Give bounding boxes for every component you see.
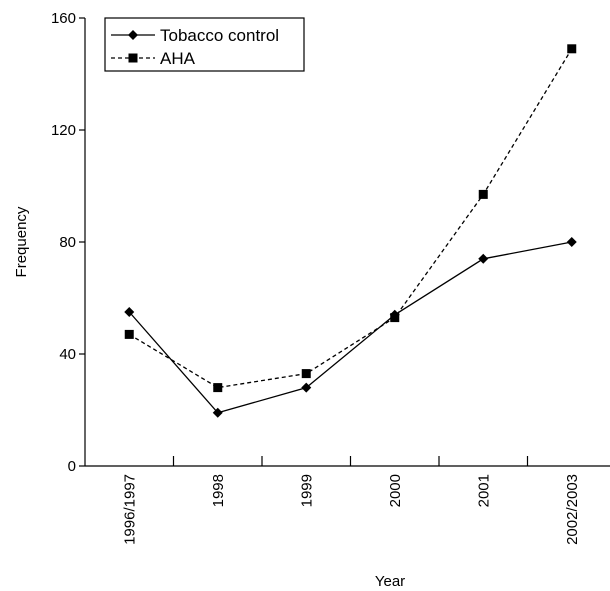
y-tick-label: 0 — [68, 458, 76, 475]
series-layer — [124, 44, 577, 418]
x-tick-label: 1999 — [298, 474, 315, 507]
data-point-tobacco-control — [212, 407, 223, 418]
x-ticks: 1996/1997 1998 1999 2000 2001 2002/2003 — [121, 456, 581, 545]
x-tick-label: 2002/2003 — [564, 474, 581, 545]
data-point-tobacco-control — [301, 382, 312, 393]
legend-entry-aha: AHA — [111, 49, 196, 68]
data-point-aha — [124, 329, 134, 339]
legend-label-tobacco-control: Tobacco control — [160, 26, 279, 45]
x-tick-label: 2000 — [387, 474, 404, 507]
data-point-aha — [390, 313, 400, 323]
x-tick-label: 1996/1997 — [121, 474, 138, 545]
y-tick-label: 40 — [59, 346, 76, 363]
data-point-aha — [567, 44, 577, 54]
x-axis-title: Year — [375, 573, 405, 590]
y-tick-label: 120 — [51, 122, 76, 139]
y-tick-label: 160 — [51, 10, 76, 27]
data-point-aha — [301, 369, 311, 379]
series-line-aha — [128, 48, 573, 389]
data-point-tobacco-control — [124, 307, 135, 317]
data-point-aha — [478, 189, 488, 199]
y-axis-title: Frequency — [13, 206, 30, 277]
data-point-tobacco-control — [566, 237, 577, 247]
legend-label-aha: AHA — [160, 49, 196, 68]
legend: Tobacco control AHA — [104, 17, 305, 72]
data-point-tobacco-control — [478, 253, 489, 264]
legend-box — [104, 17, 305, 72]
legend-marker-diamond — [128, 30, 138, 40]
axes — [84, 18, 610, 467]
legend-entry-tobacco-control: Tobacco control — [111, 26, 279, 45]
legend-marker-square — [128, 53, 138, 63]
x-tick-label: 1998 — [210, 474, 227, 507]
y-tick-label: 80 — [59, 234, 76, 251]
series-line-tobacco-control — [128, 241, 572, 414]
x-tick-label: 2001 — [475, 474, 492, 507]
y-ticks: 0 40 80 120 160 — [51, 10, 85, 475]
data-point-aha — [213, 383, 223, 393]
